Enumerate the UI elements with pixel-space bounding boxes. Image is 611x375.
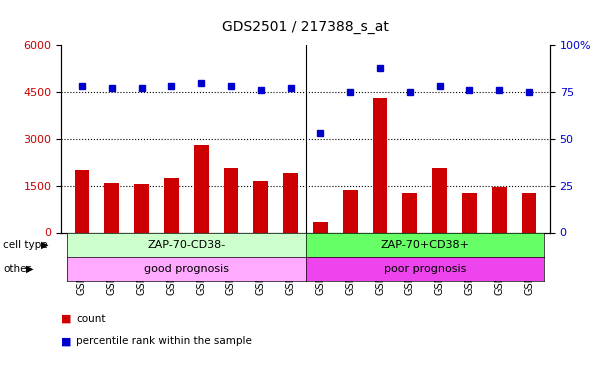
Bar	[343, 190, 357, 232]
Bar	[164, 178, 179, 232]
Bar	[75, 170, 89, 232]
Bar	[194, 145, 208, 232]
Text: ZAP-70-CD38-: ZAP-70-CD38-	[147, 240, 225, 250]
Bar	[254, 181, 268, 232]
Text: ZAP-70+CD38+: ZAP-70+CD38+	[380, 240, 469, 250]
Bar	[134, 184, 149, 232]
Text: ▶: ▶	[26, 264, 34, 274]
Bar	[462, 194, 477, 232]
Bar	[522, 194, 536, 232]
Text: other: other	[3, 264, 31, 274]
Text: poor prognosis: poor prognosis	[384, 264, 466, 274]
Text: ■: ■	[61, 336, 71, 346]
Text: ▶: ▶	[41, 240, 48, 250]
Bar	[403, 194, 417, 232]
Bar	[432, 168, 447, 232]
Text: ■: ■	[61, 314, 71, 324]
Text: count: count	[76, 314, 106, 324]
Bar	[492, 187, 507, 232]
Text: cell type: cell type	[3, 240, 48, 250]
Text: good prognosis: good prognosis	[144, 264, 229, 274]
Bar	[283, 173, 298, 232]
Text: GDS2501 / 217388_s_at: GDS2501 / 217388_s_at	[222, 20, 389, 34]
Bar	[224, 168, 238, 232]
Text: percentile rank within the sample: percentile rank within the sample	[76, 336, 252, 346]
Bar	[104, 183, 119, 232]
Bar	[373, 98, 387, 232]
Bar	[313, 222, 328, 232]
